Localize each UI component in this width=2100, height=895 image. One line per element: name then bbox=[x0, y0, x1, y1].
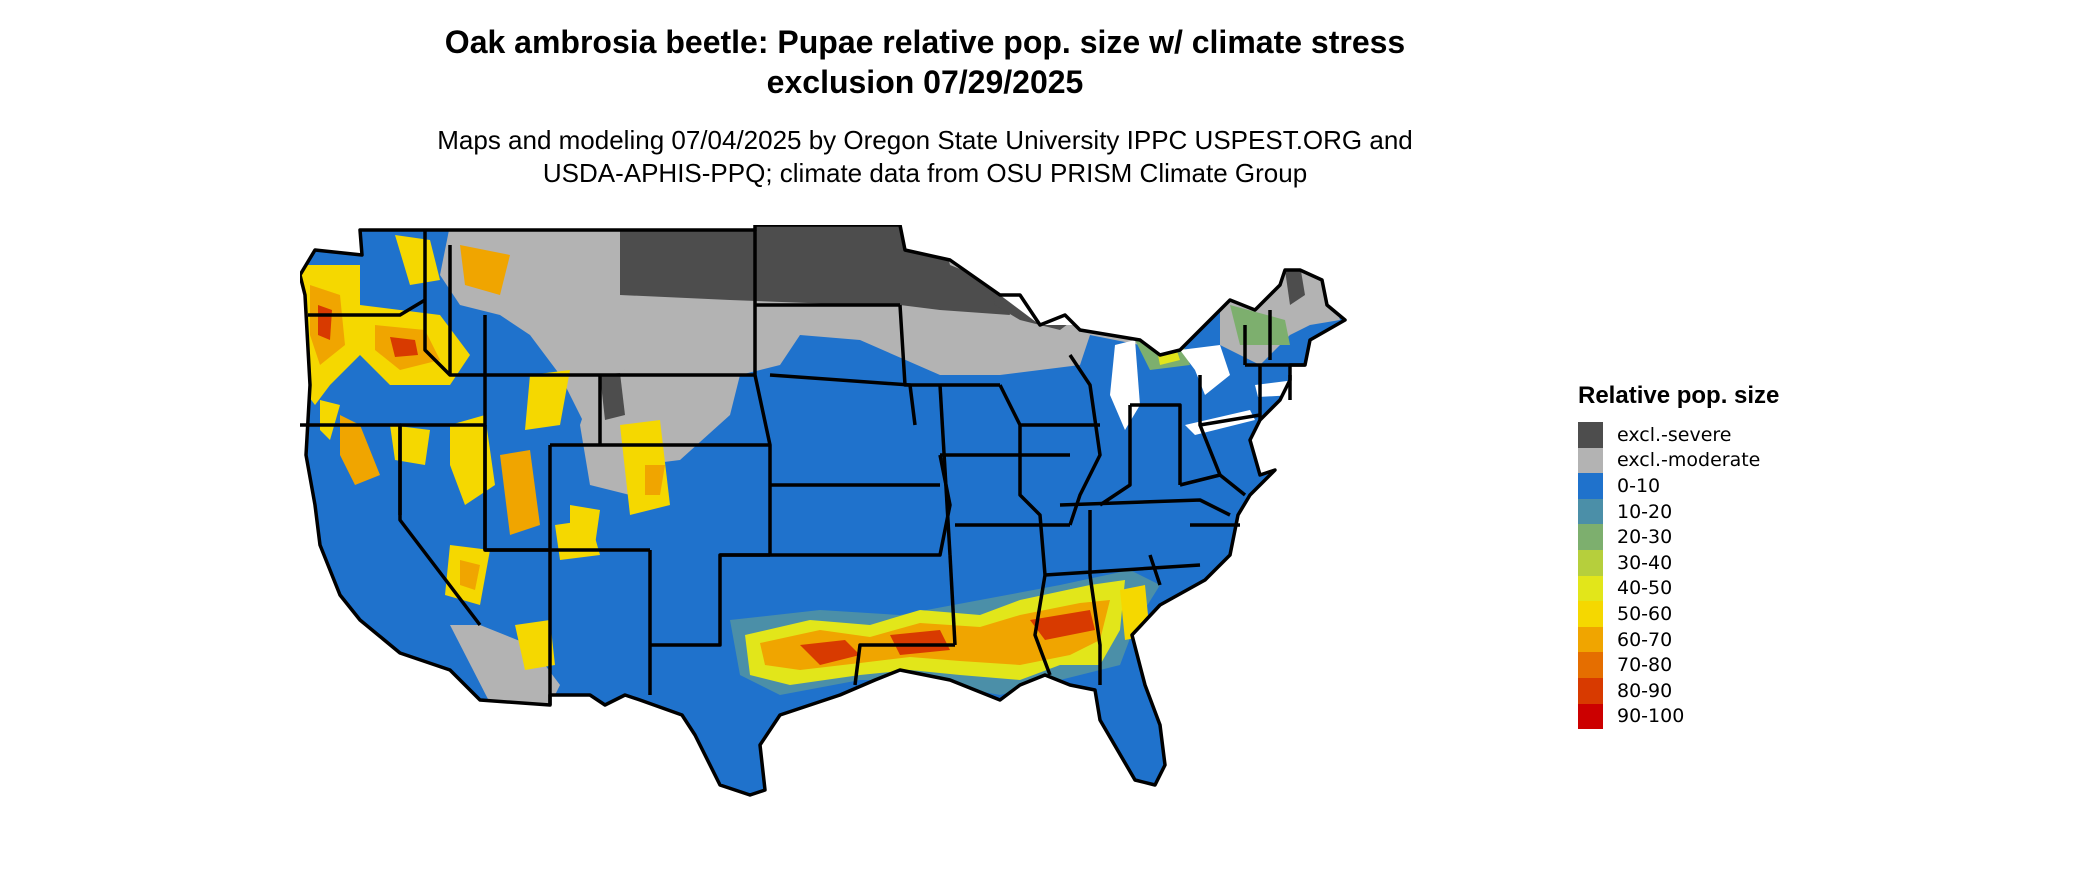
legend-swatch bbox=[1578, 498, 1603, 525]
legend: Relative pop. size excl.-severe excl.-mod… bbox=[1578, 382, 1780, 730]
zone-excl-moderate-southwest bbox=[450, 625, 560, 705]
legend-swatch bbox=[1578, 524, 1603, 550]
legend-swatch bbox=[1578, 703, 1603, 730]
legend-item: 10-20 bbox=[1578, 498, 1779, 525]
zone-west-patches bbox=[300, 235, 670, 670]
legend-label: 80-90 bbox=[1617, 679, 1673, 702]
zone-excl-severe-wyoming bbox=[600, 373, 625, 420]
zone-south-belt-red-west bbox=[800, 640, 860, 665]
legend-label: excl.-moderate bbox=[1617, 449, 1761, 472]
legend-item: 70-80 bbox=[1578, 652, 1779, 678]
lake-huron bbox=[1180, 345, 1230, 395]
legend-item: 50-60 bbox=[1578, 601, 1779, 627]
legend-items: excl.-severe excl.-moderate 0-10 10-20 20-30… bbox=[1578, 422, 1779, 730]
legend-label: 50-60 bbox=[1617, 602, 1673, 625]
legend-label: excl.-severe bbox=[1617, 423, 1732, 446]
legend-label: 20-30 bbox=[1617, 526, 1673, 549]
legend-swatch bbox=[1578, 652, 1603, 678]
legend-item: excl.-moderate bbox=[1578, 447, 1779, 474]
legend-label: 40-50 bbox=[1617, 577, 1673, 600]
legend-label: 70-80 bbox=[1617, 654, 1673, 677]
legend-item: 80-90 bbox=[1578, 677, 1779, 704]
legend-label: 0-10 bbox=[1617, 474, 1661, 497]
legend-swatch bbox=[1578, 422, 1603, 448]
legend-label: 10-20 bbox=[1617, 500, 1673, 523]
legend-label: 30-40 bbox=[1617, 551, 1673, 574]
zone-south-belt-red-east bbox=[1030, 610, 1095, 640]
legend-swatch bbox=[1578, 575, 1603, 602]
legend-item: 30-40 bbox=[1578, 549, 1779, 576]
zone-excl-severe-maine bbox=[1285, 265, 1305, 305]
legend-item: 40-50 bbox=[1578, 575, 1779, 602]
lake-michigan bbox=[1110, 340, 1140, 430]
map-subtitle-line-1: Maps and modeling 07/04/2025 by Oregon S… bbox=[437, 125, 1413, 155]
legend-item: 0-10 bbox=[1578, 473, 1779, 499]
legend-item: 90-100 bbox=[1578, 703, 1779, 730]
map-subtitle-line-2: USDA-APHIS-PPQ; climate data from OSU PR… bbox=[542, 158, 1308, 188]
zone-south-belt-red-central bbox=[890, 630, 950, 655]
us-map bbox=[300, 225, 1347, 797]
legend-item: 20-30 bbox=[1578, 524, 1779, 550]
map-title-line-1: Oak ambrosia beetle: Pupae relative pop.… bbox=[444, 24, 1406, 60]
legend-swatch bbox=[1578, 601, 1603, 627]
legend-label: 60-70 bbox=[1617, 628, 1673, 651]
legend-swatch bbox=[1578, 447, 1603, 474]
legend-swatch bbox=[1578, 549, 1603, 576]
state-borders bbox=[300, 225, 1347, 797]
legend-swatch bbox=[1578, 677, 1603, 704]
map-title-line-2: exclusion 07/29/2025 bbox=[766, 64, 1084, 100]
legend-item: 60-70 bbox=[1578, 626, 1779, 653]
legend-swatch bbox=[1578, 473, 1603, 499]
legend-label: 90-100 bbox=[1617, 705, 1685, 728]
legend-item: excl.-severe bbox=[1578, 422, 1779, 448]
map-subtitle: Maps and modeling 07/04/2025 by Oregon S… bbox=[0, 124, 1850, 190]
map-title: Oak ambrosia beetle: Pupae relative pop.… bbox=[0, 22, 1850, 102]
legend-title: Relative pop. size bbox=[1578, 382, 1780, 409]
legend-swatch bbox=[1578, 626, 1603, 653]
